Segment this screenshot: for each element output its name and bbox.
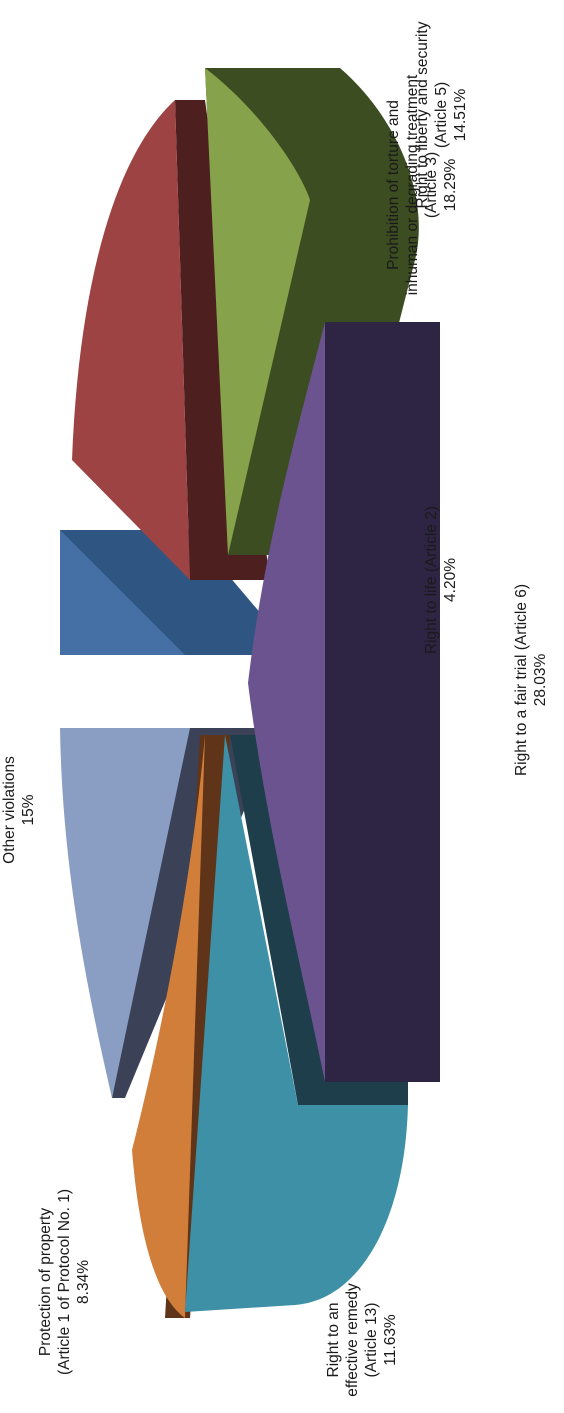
pie-labels: Right to life (Article 2) 4.20% Prohibitio… [1,21,549,1396]
slice-label-line: Right to liberty and security [414,21,431,208]
slice-label-liberty: Right to liberty and security (Article 5)… [414,21,469,208]
slice-percent: 28.03% [532,654,549,707]
slice-label-line: (Article 5) [433,82,450,148]
slice-label-line: effective remedy [344,1283,361,1397]
slice-percent: 18.29% [442,159,459,212]
slice-percent: 8.34% [75,1260,92,1304]
slice-label-property: Protection of property (Article 1 of Prot… [37,1189,92,1375]
slice-label-life: Right to life (Article 2) 4.20% [423,506,459,654]
slice-label-line: (Article 13) [363,1303,380,1378]
slice-label-line: Other violations [1,756,18,864]
slice-trial-side [325,322,440,1082]
slice-trial [248,322,325,1082]
slice-label-other: Other violations 15% [1,756,37,864]
slice-percent: 4.20% [442,558,459,602]
slice-label-torture: Prohibition of torture and inhuman or deg… [385,74,459,295]
slice-label-line: Right to life (Article 2) [423,506,440,654]
pie-slices [60,68,440,1318]
slice-label-trial: Right to a fair trial (Article 6) 28.03% [513,584,549,776]
slice-liberty [205,68,310,555]
slice-other [60,728,190,1098]
slice-label-line: Prohibition of torture and [385,100,402,270]
slice-label-line: Protection of property [37,1208,54,1356]
slice-label-line: (Article 1 of Protocol No. 1) [56,1189,73,1375]
slice-label-line: Right to a fair trial (Article 6) [513,584,530,776]
slice-label-line: inhuman or degrading treatment [404,74,421,295]
slice-label-line: Right to an [325,1303,342,1378]
slice-percent: 15% [20,794,37,825]
slice-percent: 11.63% [382,1314,399,1366]
slice-label-remedy: Right to an effective remedy (Article 13) 1… [325,1283,399,1397]
slice-percent: 14.51% [452,89,469,142]
slice-life [60,530,185,655]
slice-property [132,735,205,1318]
slice-label-line: (Article 3) [423,152,440,218]
slice-torture [72,100,190,580]
slice-remedy [185,735,408,1312]
